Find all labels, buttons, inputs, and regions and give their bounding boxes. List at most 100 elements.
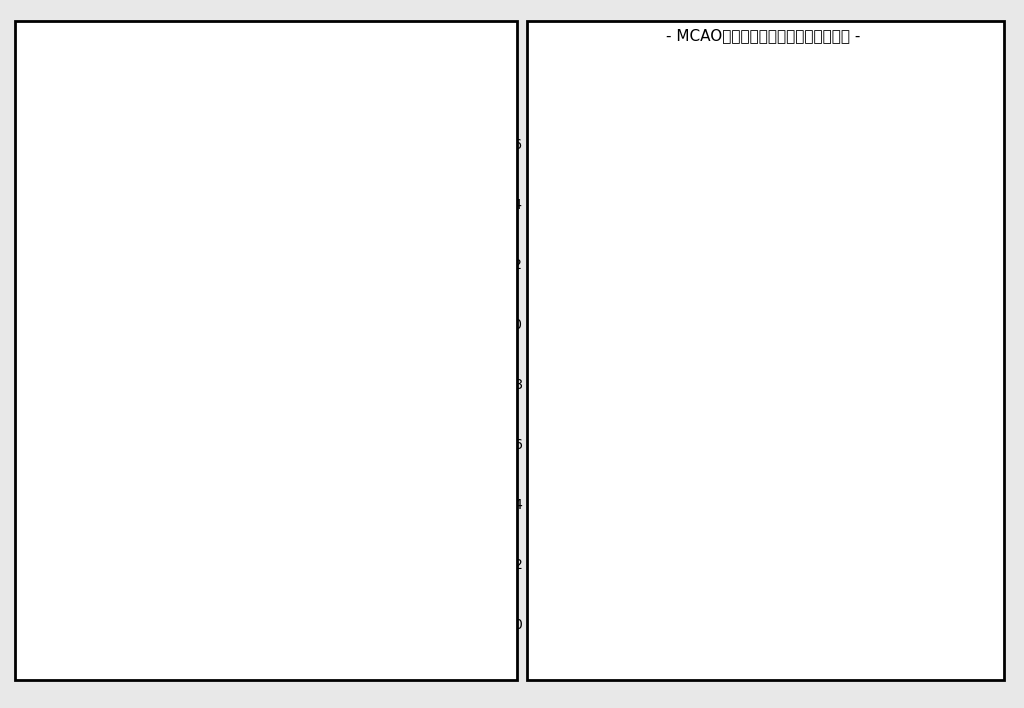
Bar — [921, 558, 971, 561]
Bar — [921, 611, 971, 615]
Bar — [548, 556, 599, 560]
Bar — [615, 531, 667, 539]
Bar — [785, 594, 836, 598]
Bar — [615, 446, 667, 454]
Circle shape — [81, 373, 104, 397]
Bar — [683, 510, 734, 515]
Bar — [548, 485, 599, 489]
Bar — [683, 456, 734, 461]
Bar — [921, 528, 971, 532]
Bar — [921, 517, 971, 520]
Text: Input: Input — [304, 193, 333, 202]
Bar — [548, 571, 599, 576]
Bar — [785, 541, 836, 544]
Bar — [683, 595, 734, 600]
Bar — [853, 560, 903, 566]
Bar — [785, 537, 836, 541]
Bar — [921, 535, 971, 538]
Bar — [853, 503, 903, 509]
Bar — [548, 520, 599, 525]
Bar — [853, 497, 903, 503]
Bar — [615, 397, 667, 404]
Bar — [615, 333, 667, 341]
Bar — [853, 520, 903, 526]
Bar — [785, 481, 836, 484]
Bar — [615, 545, 667, 552]
Bar — [683, 402, 734, 407]
Bar — [615, 587, 667, 595]
Bar — [921, 614, 971, 617]
Bar — [785, 578, 836, 582]
Bar — [785, 620, 836, 623]
Bar — [548, 493, 599, 497]
Bar — [785, 581, 836, 586]
Bar — [921, 484, 971, 488]
Bar — [853, 338, 903, 623]
Bar — [921, 508, 971, 511]
Bar — [615, 418, 667, 426]
Bar — [921, 481, 971, 485]
Bar — [683, 501, 734, 506]
Bar — [921, 593, 971, 597]
Bar — [785, 550, 836, 554]
Bar — [785, 600, 836, 604]
Bar — [615, 496, 667, 503]
Bar — [615, 552, 667, 559]
Bar — [785, 569, 836, 573]
Bar — [548, 462, 599, 466]
Bar — [921, 546, 971, 549]
Bar — [921, 599, 971, 603]
Bar — [683, 546, 734, 551]
Bar — [615, 369, 667, 377]
Bar — [785, 468, 836, 472]
Bar — [548, 567, 599, 572]
Bar — [548, 434, 599, 438]
Bar — [853, 594, 903, 600]
Bar — [785, 478, 836, 481]
Bar — [785, 500, 836, 503]
Bar — [548, 599, 599, 603]
Bar — [921, 617, 971, 620]
Bar — [785, 572, 836, 576]
Bar — [548, 457, 599, 462]
Bar — [615, 517, 667, 525]
Polygon shape — [59, 193, 126, 313]
Bar — [921, 576, 971, 579]
Bar — [853, 537, 903, 543]
Bar — [921, 602, 971, 605]
Bar — [548, 438, 599, 442]
Bar — [921, 605, 971, 608]
Bar — [548, 591, 599, 595]
Bar — [921, 531, 971, 535]
Bar — [683, 515, 734, 520]
Bar — [548, 611, 599, 615]
Bar — [548, 489, 599, 493]
Bar — [683, 537, 734, 542]
Bar — [853, 469, 903, 475]
Bar — [853, 360, 903, 367]
Bar — [785, 522, 836, 525]
Bar — [853, 549, 903, 554]
Bar — [785, 603, 836, 607]
Bar — [615, 453, 667, 461]
Bar — [548, 607, 599, 611]
Bar — [853, 417, 903, 423]
Text: †: † — [756, 108, 764, 125]
Bar — [853, 457, 903, 464]
Bar — [615, 481, 667, 489]
Bar — [615, 298, 667, 306]
Bar — [853, 355, 903, 361]
Bar — [548, 450, 599, 454]
Bar — [921, 505, 971, 508]
Bar — [921, 581, 971, 585]
Bar — [683, 406, 734, 411]
Bar — [548, 481, 599, 486]
Bar — [548, 595, 599, 600]
Text: Puncturable
Gum: Puncturable Gum — [54, 336, 121, 358]
Bar — [921, 587, 971, 590]
Bar — [548, 508, 599, 513]
Bar — [615, 376, 667, 384]
Bar — [785, 466, 836, 623]
Bar — [683, 578, 734, 583]
Bar — [615, 312, 667, 320]
